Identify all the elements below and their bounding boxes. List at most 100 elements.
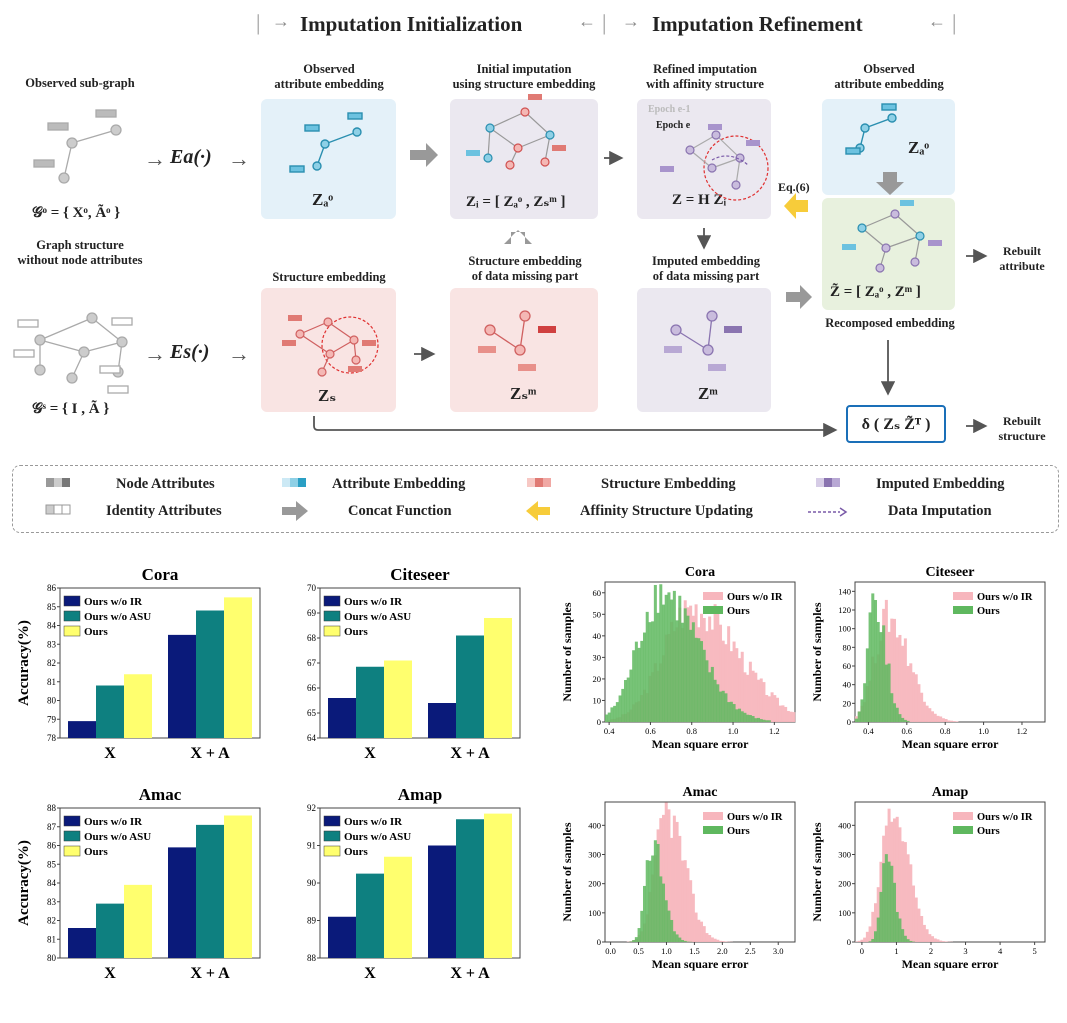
histogram-bin [738,658,742,722]
delta-equation: δ ( Zₛ Z̃ᵀ ) [861,416,931,433]
bar [384,856,412,958]
structure-embedding-icon [527,478,551,487]
histogram-bin [884,664,888,722]
histogram-bin [675,821,679,942]
y-tick-label: 92 [307,803,316,813]
histogram-bin [857,940,861,942]
diagram-graphics [13,94,988,438]
initial-imputation-label: Initial imputation using structure embedd… [452,62,596,91]
bar [168,634,196,738]
delta-box [846,405,946,443]
histogram-bin [931,936,935,942]
legend-entry: Ours w/o ASU [84,611,151,623]
legend-entry: Ours w/o IR [977,812,1033,823]
histogram-bin [887,663,891,722]
histogram-bin [876,887,880,942]
legend-structure-embedding: Structure Embedding [601,476,736,492]
histogram-bin [868,612,872,722]
histogram-bin [909,864,913,942]
y-tick-label: 100 [838,624,851,634]
histogram-bin [645,860,649,942]
histogram-bin [729,651,733,722]
histogram-bin [740,711,744,722]
histogram-bin [672,815,676,942]
legend-swatch [323,595,341,607]
legend-entry: Ours w/o IR [977,592,1033,603]
x-tick-label: 0.4 [604,726,615,736]
histogram-bin [751,670,755,722]
za-o: Zₐᵒ [312,190,334,209]
stage-separator: | [952,10,957,35]
y-tick-label: 200 [588,879,601,889]
histogram-bin [903,842,907,942]
legend-swatch [703,812,723,820]
y-axis-label: Accuracy(%) [16,840,32,926]
chart-title: Amap [932,785,969,800]
bar [124,674,152,738]
histogram-bin [865,931,869,942]
histogram-bin [710,666,714,722]
stage-separator: | [256,10,261,35]
histogram-bin [947,720,951,722]
x-tick-label: 1.2 [1017,726,1028,736]
histogram-bin [713,938,717,942]
x-tick-label: 4 [998,946,1003,956]
histogram-bin [662,814,666,942]
histogram-bin [724,693,728,722]
histogram-bin [759,719,763,722]
y-tick-label: 50 [593,609,602,619]
histogram-bin [683,940,687,942]
x-axis-label: Mean square error [652,957,750,971]
legend-entry: Ours [84,626,109,638]
x-tick-label: 0.4 [863,726,874,736]
bar [96,903,124,958]
histogram-amap: Amap 0 1 2 3 4 5 0 100 200 300 400 Mean square error… [810,785,1046,971]
y-tick-label: 86 [47,583,57,593]
histogram-bin [632,940,636,942]
histogram-bin [895,637,899,722]
histogram-bin [950,720,954,722]
histogram-bin [871,938,875,942]
histogram-bin [664,594,668,722]
histogram-bin [751,716,755,722]
legend-swatch [63,625,81,637]
legend-entry: Ours w/o IR [727,812,783,823]
histogram-bin [903,719,907,722]
observed-subgraph-graphic [33,109,122,184]
histogram-bin [637,928,641,942]
histogram-bin [732,641,736,722]
histogram-bin [735,709,739,722]
legend-affinity-updating: Affinity Structure Updating [580,503,753,519]
y-tick-label: 0 [597,717,601,727]
y-tick-label: 79 [47,714,57,724]
bar [384,660,412,738]
bar [68,928,96,958]
x-axis-label: Mean square error [902,957,1000,971]
histogram-bin [879,632,883,722]
histogram-bin [672,590,676,722]
x-tick-label: X + A [190,745,230,762]
legend-entry: Ours [977,606,1000,617]
histogram-bin [656,612,660,722]
histogram-bin [629,941,633,942]
y-tick-label: 60 [843,661,852,671]
attr-emb-graphic-2 [845,103,897,155]
imputed-missing-graphic [664,310,742,371]
histogram-bin [754,718,758,722]
legend-entry: Ours w/o IR [344,816,403,828]
histogram-bin [871,911,875,942]
x-tick-label: 0.6 [902,726,913,736]
bar-charts: Cora 78 79 80 81 82 83 84 85 86 Accuracy(%) X X + A O… [16,565,521,982]
histogram-bin [721,640,725,722]
histogram-bin [898,714,902,722]
y-tick-label: 80 [843,642,852,652]
legend-swatch [63,610,81,622]
y-tick-label: 100 [588,908,601,918]
y-tick-label: 400 [588,820,601,830]
legend-swatch [323,815,341,827]
bar-chart-amap: Amap 88 89 90 91 92 X X + A Ours w/o IR Ours w/o … [307,785,521,982]
bar [196,610,224,738]
legend-node-attributes: Node Attributes [116,476,215,492]
chart-title: Amac [139,785,182,804]
